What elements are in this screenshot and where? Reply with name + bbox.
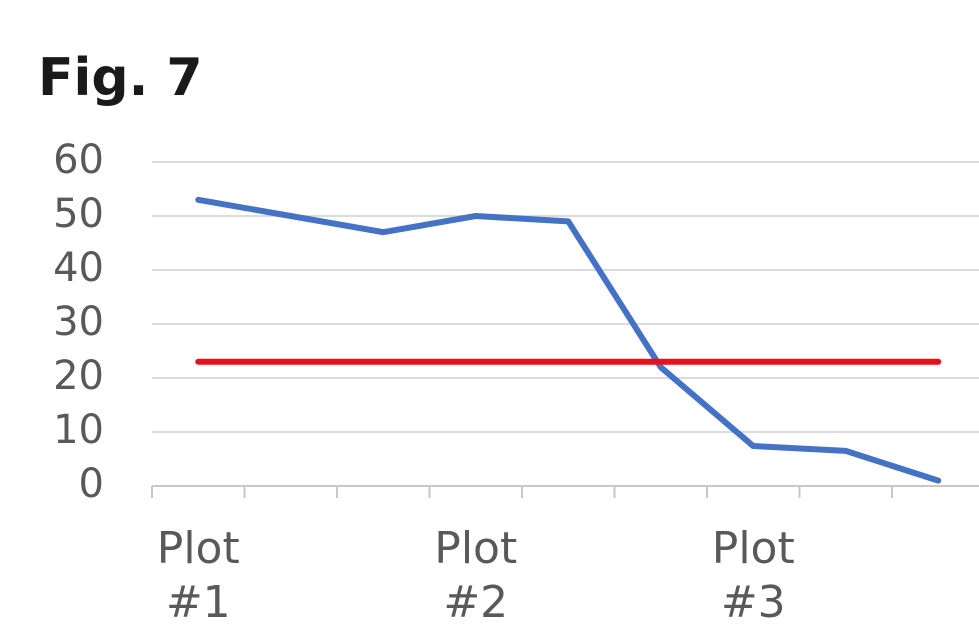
y-tick-label: 60 [53, 137, 104, 183]
x-tick-label: Plot #3 [711, 523, 795, 628]
y-tick-label: 20 [53, 353, 104, 399]
x-tick-label: Plot #2 [434, 523, 518, 628]
y-tick-label: 40 [53, 245, 104, 291]
chart-title: Fig. 7 [38, 48, 203, 108]
y-tick-label: 50 [53, 191, 104, 237]
x-tick-label: Plot #1 [156, 523, 240, 628]
y-tick-label: 30 [53, 299, 104, 345]
y-tick-label: 0 [79, 461, 104, 507]
y-tick-label: 10 [53, 407, 104, 453]
line-series [195, 196, 942, 484]
